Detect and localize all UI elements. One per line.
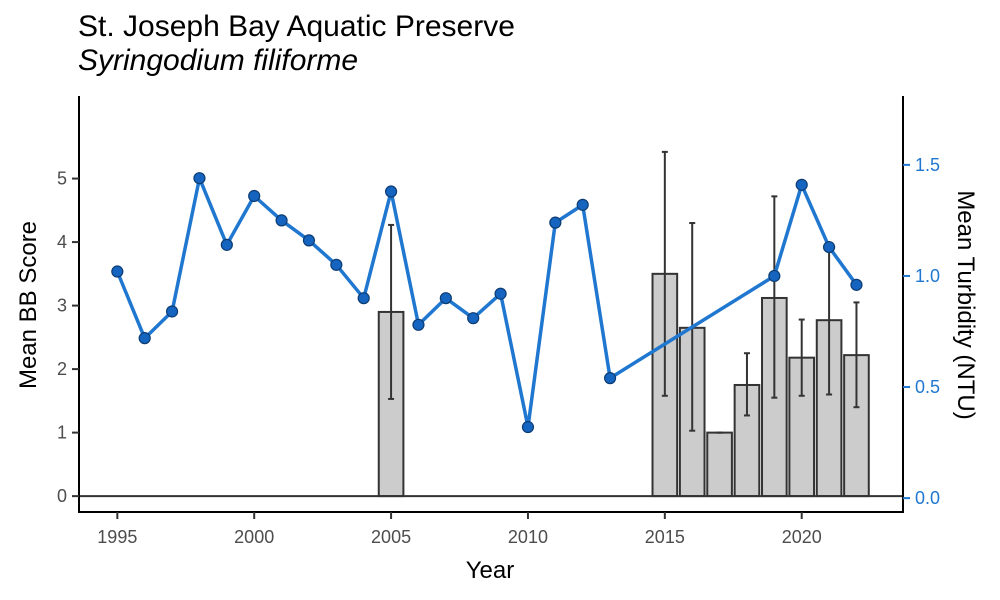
turbidity-point-2005 [384,185,398,198]
turbidity-point-2001 [275,214,288,227]
y-tick-label-3: 3 [57,296,67,316]
x-tick-label-2015: 2015 [645,527,685,547]
turbidity-point-2022 [850,278,863,291]
chart-subtitle: Syringodium filiforme [78,44,359,77]
points-layer [111,172,863,434]
error-bar-2020 [798,318,805,397]
chart-title: St. Joseph Bay Aquatic Preserve [78,10,515,43]
x-tick-label-2005: 2005 [371,527,411,547]
turbidity-point-1998 [193,172,206,185]
y2-tick-label-1.5: 1.5 [915,155,940,175]
error-bar-2005 [388,223,395,400]
turbidity-point-2003 [330,258,343,271]
error-bar-2015 [661,150,668,397]
y2-tick-label-0.0: 0.0 [915,488,940,508]
turbidity-point-2008 [467,312,480,325]
turbidity-point-2002 [302,234,316,247]
turbidity-point-2009 [494,287,507,300]
turbidity-point-2000 [248,189,261,203]
turbidity-point-1995 [111,265,124,278]
turbidity-point-2007 [439,292,452,305]
y2-tick-label-0.5: 0.5 [915,377,940,397]
turbidity-point-2021 [822,240,836,254]
y-axis-title: Mean BB Score [15,221,42,389]
error-bar-2018 [743,352,750,417]
y-tick-label-4: 4 [57,232,67,252]
y-tick-label-1: 1 [57,423,67,443]
y2-tick-label-1.0: 1.0 [915,266,940,286]
bar-2017 [706,431,733,498]
error-bar-2019 [771,195,778,399]
y-tick-label-0: 0 [57,486,67,506]
turbidity-point-2004 [357,292,370,305]
x-tick-label-2000: 2000 [234,527,274,547]
y-tick-label-5: 5 [57,169,67,189]
turbidity-point-2013 [603,372,617,385]
axes-layer: 1995 2000 2005 2010 2015 2020 0 1 2 3 4 5 0.0 0.5 1.0 1… [57,96,940,547]
turbidity-point-1997 [165,305,179,318]
y2-axis-title: Mean Turbidity (NTU) [952,190,979,419]
x-tick-label-1995: 1995 [97,527,137,547]
x-axis-title: Year [466,557,515,584]
turbidity-point-1996 [138,332,151,345]
y-tick-label-2: 2 [57,359,67,379]
turbidity-point-2011 [549,216,562,229]
turbidity-point-2012 [576,198,589,211]
x-tick-label-2020: 2020 [782,527,822,547]
turbidity-point-2020 [795,178,808,191]
error-bar-2022 [853,301,860,409]
turbidity-point-2006 [412,318,425,331]
turbidity-point-1999 [220,238,233,251]
turbidity-point-2010 [521,420,535,434]
x-tick-label-2010: 2010 [508,527,548,547]
turbidity-point-2019 [768,269,781,283]
bars-layer [377,272,870,498]
